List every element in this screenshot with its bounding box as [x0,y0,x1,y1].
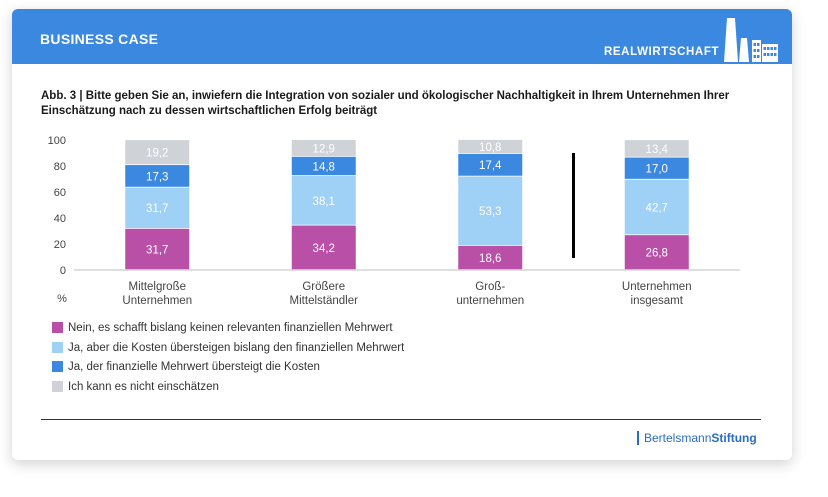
bar-data-label: 17,3 [146,171,168,183]
bar-data-label: 18,6 [479,253,501,265]
legend-swatch [52,341,63,353]
bar-data-label: 14,8 [313,161,335,173]
x-tick-label: Groß- [475,281,505,293]
bar-segment [458,245,523,270]
bar-data-label: 31,7 [146,203,168,215]
bar-segment [291,156,356,176]
bar-segment [458,139,523,154]
bar-data-label: 17,0 [646,164,668,176]
bar-segment [458,153,523,176]
bar-data-label: 42,7 [646,202,668,214]
bar-segment [125,228,190,270]
y-tick-label: 20 [54,239,66,251]
bar-segment [624,235,689,270]
bar-segment [291,176,356,225]
bar-data-label: 31,7 [146,244,168,256]
y-tick-label: 100 [48,135,66,147]
stacked-bar-chart: 0 20 40 60 80 100% 31,7 31,7 17,3 19,2 Mittelgroße… [48,135,740,307]
bar-segment [125,187,190,228]
legend-item: Nein, es schafft bislang keinen relevant… [52,321,404,341]
y-axis-unit-label: % [57,293,67,305]
bar-data-label: 19,2 [146,148,168,160]
bar-data-label: 13,4 [646,144,669,156]
y-tick-label: 60 [54,187,66,199]
x-tick-label: Größere [302,281,345,293]
footer-brand-part1: Bertelsmann [644,431,712,445]
header-bar: BUSINESS CASE REALWIRTSCHAFT [12,9,792,64]
y-tick-label: 0 [60,265,66,277]
legend-item: Ja, der finanzielle Mehrwert übersteigt … [52,360,404,380]
legend-label: Ja, der finanzielle Mehrwert übersteigt … [68,361,320,373]
footer-divider [41,419,761,420]
bar-segment [125,140,190,165]
figure-title: Abb. 3 | Bitte geben Sie an, inwiefern d… [41,90,730,117]
bar-data-label: 34,2 [313,243,335,255]
header-title: BUSINESS CASE [40,31,159,47]
legend-item: Ja, aber die Kosten übersteigen bislang … [52,341,404,361]
bar-data-label: 12,9 [313,143,335,155]
header-brand: REALWIRTSCHAFT [604,46,720,58]
x-tick-label: unternehmen [456,295,524,307]
legend: Nein, es schafft bislang keinen relevant… [52,321,404,399]
bar-data-label: 53,3 [479,206,501,218]
x-tick-label: Unternehmen [122,295,192,307]
y-tick-label: 40 [54,213,66,225]
x-tick-label: insgesamt [631,295,684,307]
bar-segment [458,176,523,246]
x-tick-label: Mittelständler [290,295,359,307]
legend-swatch [52,380,63,392]
legend-label: Nein, es schafft bislang keinen relevant… [68,322,393,334]
bar-data-label: 17,4 [479,160,502,172]
y-tick-label: 80 [54,161,66,173]
bar-segment [125,165,190,187]
bar-segment [624,157,689,179]
footer-brand-logo: BertelsmannStiftung [637,431,757,445]
x-tick-label: Mittelgroße [128,281,186,293]
legend-swatch [52,322,63,333]
bar-data-label: 10,8 [479,142,501,154]
bar-segment [291,225,356,270]
card: BUSINESS CASE REALWIRTSCHAFT Abb. 3 | Bi… [12,9,792,460]
legend-swatch [52,361,63,372]
bar-data-label: 26,8 [646,248,668,260]
legend-item: Ich kann es nicht einschätzen [52,380,404,400]
bar-data-label: 38,1 [313,196,335,208]
bar-segment [624,140,689,157]
footer-brand-part2: Stiftung [711,431,757,445]
x-tick-label: Unternehmen [622,281,692,293]
legend-label: Ja, aber die Kosten übersteigen bislang … [68,341,405,354]
bar-segment [624,179,689,235]
legend-label: Ich kann es nicht einschätzen [68,380,219,393]
bar-segment [291,140,356,156]
factory-logo-icon [724,18,778,62]
